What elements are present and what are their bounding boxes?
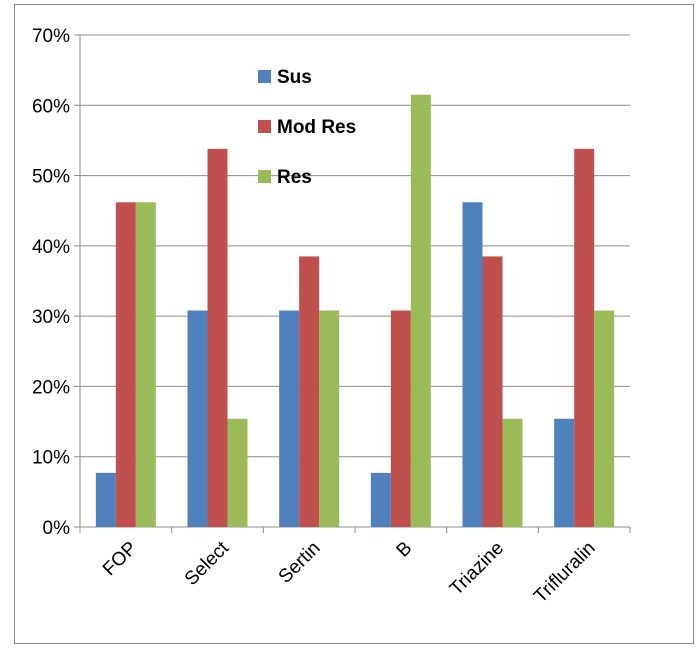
legend-swatch bbox=[258, 170, 271, 183]
bar-mod-res bbox=[299, 256, 320, 527]
y-tick-label: 30% bbox=[32, 307, 70, 328]
bar-res bbox=[319, 310, 340, 527]
bar-sus bbox=[95, 472, 116, 527]
y-tick-label: 0% bbox=[43, 518, 71, 539]
x-category-label: Triazine bbox=[446, 538, 508, 600]
bar-res bbox=[410, 94, 431, 527]
bar-sus bbox=[279, 310, 300, 527]
legend-swatch bbox=[258, 120, 271, 133]
x-category-label: Sertin bbox=[275, 538, 325, 588]
y-tick-label: 50% bbox=[32, 167, 70, 188]
bar-sus bbox=[370, 472, 391, 527]
x-category-label: Trifluralin bbox=[530, 538, 600, 608]
y-tick-label: 10% bbox=[32, 448, 70, 469]
x-category-label: B bbox=[393, 538, 417, 562]
y-tick-label: 60% bbox=[32, 96, 70, 117]
bar-mod-res bbox=[115, 202, 136, 527]
y-tick-label: 20% bbox=[32, 377, 70, 398]
y-tick-label: 70% bbox=[32, 26, 70, 47]
bar-sus bbox=[554, 418, 575, 527]
legend-label: Sus bbox=[277, 67, 312, 88]
bar-res bbox=[502, 418, 523, 527]
bar-mod-res bbox=[574, 148, 595, 527]
legend-label: Mod Res bbox=[277, 117, 356, 138]
bar-sus bbox=[187, 310, 208, 527]
bar-res bbox=[594, 310, 615, 527]
bar-sus bbox=[462, 202, 483, 527]
legend-label: Res bbox=[277, 167, 312, 188]
bar-mod-res bbox=[207, 148, 228, 527]
bar-res bbox=[135, 202, 156, 527]
x-category-label: Select bbox=[181, 537, 234, 590]
legend-swatch bbox=[258, 70, 271, 83]
bar-mod-res bbox=[390, 310, 411, 527]
y-tick-label: 40% bbox=[32, 237, 70, 258]
bar-mod-res bbox=[482, 256, 503, 527]
x-category-label: FOP bbox=[99, 538, 141, 580]
bar-res bbox=[227, 418, 248, 527]
